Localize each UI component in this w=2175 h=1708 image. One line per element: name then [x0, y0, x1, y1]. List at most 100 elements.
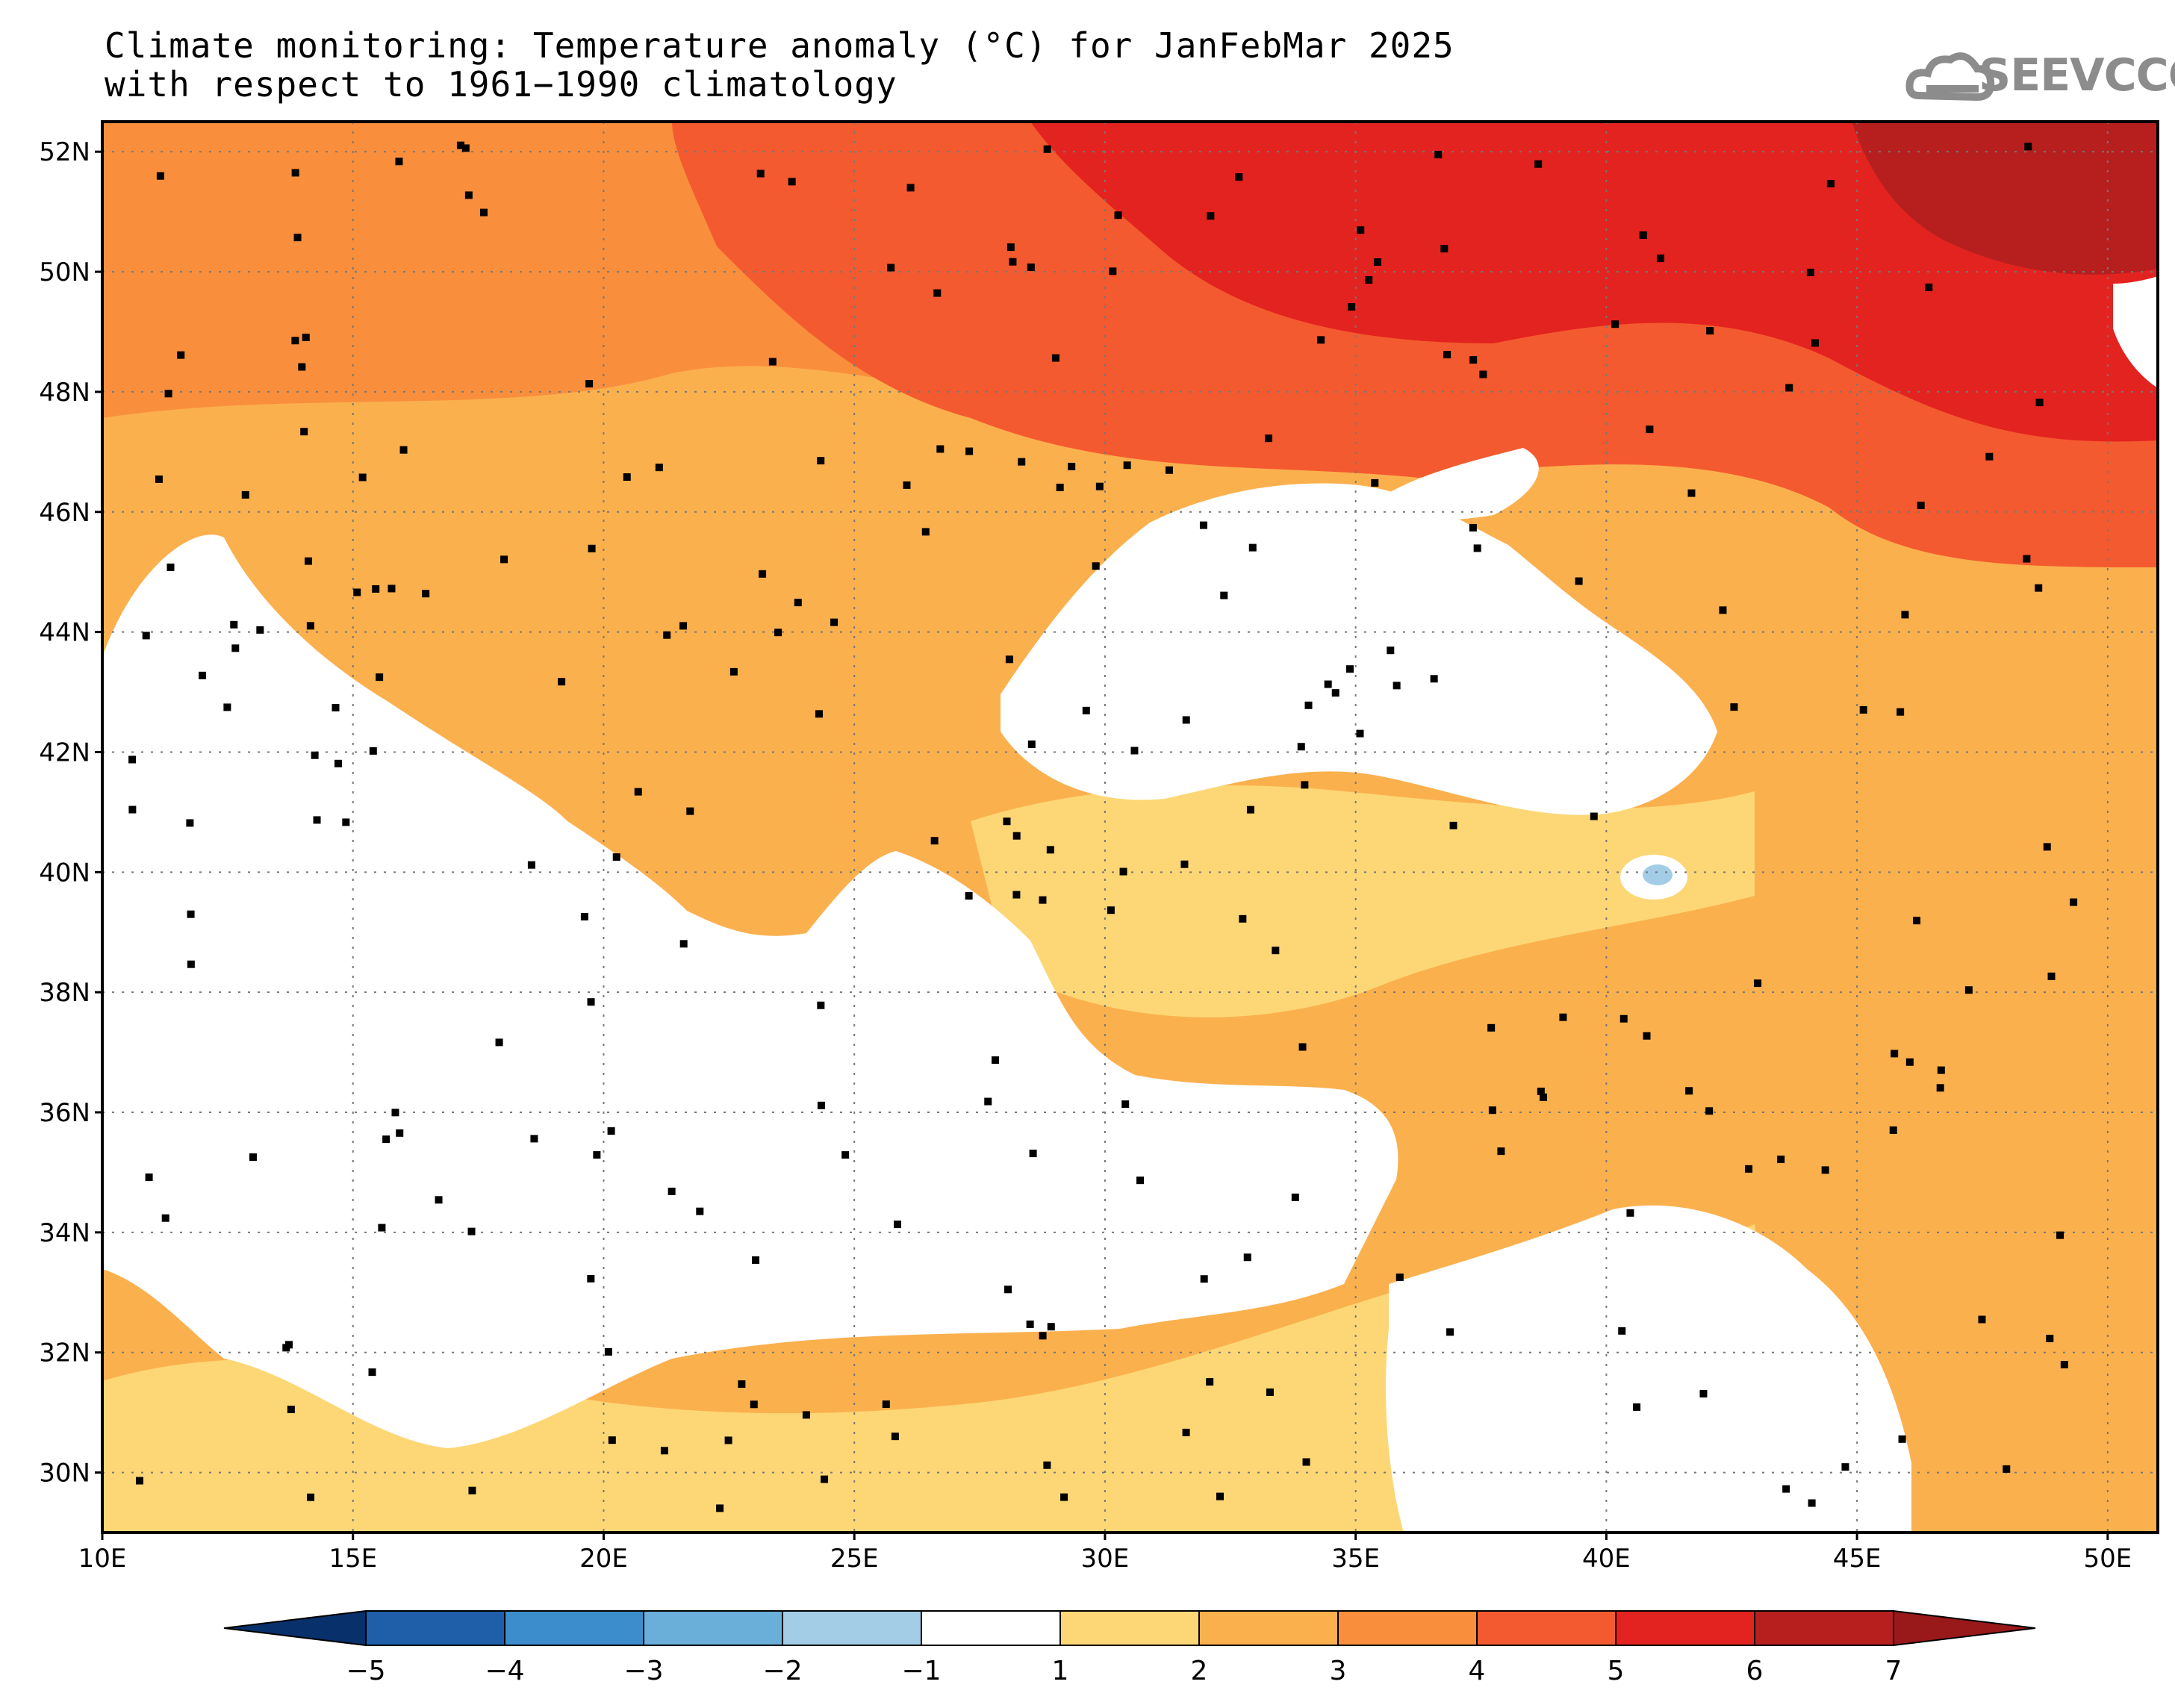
- colorbar-label: 5: [1608, 1656, 1625, 1686]
- cloud-icon: [1905, 52, 1995, 102]
- station-marker: [759, 570, 767, 578]
- lat-tick-label: 42N: [39, 738, 90, 767]
- station-marker: [1301, 781, 1309, 789]
- station-marker: [332, 703, 340, 711]
- colorbar-label: −2: [762, 1656, 802, 1686]
- station-marker: [1487, 1023, 1496, 1032]
- colorbar-segment: [1060, 1610, 1200, 1646]
- lon-tick-label: 50E: [2083, 1544, 2132, 1574]
- station-marker: [1469, 523, 1477, 532]
- station-marker: [604, 1347, 612, 1356]
- station-marker: [1719, 606, 1727, 614]
- lon-tick-label: 15E: [329, 1544, 377, 1574]
- station-marker: [342, 818, 350, 826]
- station-marker: [396, 1129, 404, 1137]
- station-marker: [587, 998, 595, 1006]
- station-marker: [1012, 891, 1021, 899]
- station-marker: [353, 588, 361, 596]
- station-marker: [1479, 370, 1487, 378]
- station-marker: [1889, 1126, 1897, 1134]
- colorbar-label: 7: [1885, 1656, 1902, 1686]
- station-marker: [1371, 479, 1379, 487]
- station-marker: [1265, 434, 1273, 443]
- title-line-1: Climate monitoring: Temperature anomaly …: [105, 25, 1454, 66]
- station-marker: [1246, 805, 1254, 814]
- station-marker: [199, 671, 207, 679]
- station-marker: [223, 703, 231, 711]
- station-marker: [1626, 1209, 1634, 1217]
- colorbar-label: −1: [901, 1656, 941, 1686]
- lat-tick-label: 40N: [39, 858, 90, 888]
- station-marker: [768, 358, 777, 366]
- station-marker: [1239, 914, 1247, 923]
- station-marker: [1925, 283, 1933, 291]
- longitude-axis: 10E 15E 20E 25E 30E 35E 40E 45E 50E: [78, 1533, 2132, 1574]
- station-marker: [142, 632, 150, 640]
- station-marker: [992, 1056, 1000, 1065]
- station-marker: [2060, 1361, 2068, 1369]
- station-marker: [155, 475, 163, 483]
- station-marker: [1297, 743, 1305, 751]
- station-marker: [841, 1151, 850, 1159]
- station-marker: [965, 892, 973, 900]
- station-marker: [686, 807, 694, 815]
- station-marker: [376, 673, 384, 682]
- station-marker: [893, 1221, 901, 1229]
- station-marker: [395, 158, 403, 166]
- colorbar-segment: [504, 1610, 644, 1646]
- station-marker: [1618, 1327, 1626, 1335]
- station-marker: [1272, 947, 1280, 955]
- station-marker: [300, 428, 308, 436]
- station-marker: [186, 819, 194, 827]
- lon-tick-label: 20E: [579, 1544, 628, 1574]
- colorbar-label: −3: [623, 1656, 663, 1686]
- station-marker: [2070, 898, 2078, 906]
- station-marker: [1537, 1088, 1545, 1096]
- station-marker: [128, 805, 137, 814]
- station-marker: [1331, 689, 1339, 697]
- logo-text: SEEVCCC: [1979, 49, 2175, 102]
- station-marker: [580, 912, 588, 920]
- colorbar-low-extend: [223, 1609, 367, 1647]
- station-marker: [1114, 211, 1122, 219]
- station-marker: [422, 590, 430, 598]
- lon-tick-label: 10E: [78, 1544, 127, 1574]
- station-marker: [774, 629, 782, 637]
- station-marker: [1039, 896, 1047, 904]
- station-marker: [2047, 972, 2056, 980]
- title-line-2: with respect to 1961−1990 climatology: [105, 64, 897, 105]
- station-marker: [1006, 243, 1015, 252]
- station-marker: [1365, 275, 1373, 284]
- station-marker: [830, 618, 838, 626]
- station-marker: [495, 1038, 503, 1047]
- station-marker: [1393, 682, 1401, 690]
- lat-tick-label: 36N: [39, 1098, 90, 1128]
- station-marker: [2023, 555, 2031, 563]
- station-marker: [1345, 665, 1354, 673]
- station-marker: [817, 457, 825, 465]
- station-marker: [1136, 1176, 1145, 1185]
- station-marker: [1266, 1388, 1274, 1396]
- station-marker: [369, 747, 377, 755]
- map-frame: [101, 120, 2159, 1534]
- station-marker: [1434, 151, 1443, 159]
- colorbar-label: 4: [1469, 1656, 1486, 1686]
- station-markers: [128, 141, 2078, 1512]
- station-marker: [815, 710, 823, 718]
- station-marker: [1859, 705, 1867, 714]
- station-marker: [1978, 1315, 1986, 1324]
- station-marker: [1387, 646, 1395, 655]
- station-marker: [2046, 1334, 2054, 1342]
- colorbar-segment: [643, 1610, 783, 1646]
- station-marker: [817, 1001, 825, 1009]
- colorbar-high-extend: [1893, 1609, 2036, 1647]
- station-marker: [1898, 1435, 1906, 1443]
- station-marker: [1446, 1328, 1454, 1336]
- station-marker: [527, 861, 535, 869]
- sea-of-azov: [1366, 448, 1539, 520]
- station-marker: [135, 1477, 143, 1485]
- station-marker: [1937, 1066, 1945, 1074]
- station-marker: [821, 1475, 829, 1483]
- lon-tick-label: 30E: [1081, 1544, 1130, 1574]
- station-marker: [1449, 821, 1457, 829]
